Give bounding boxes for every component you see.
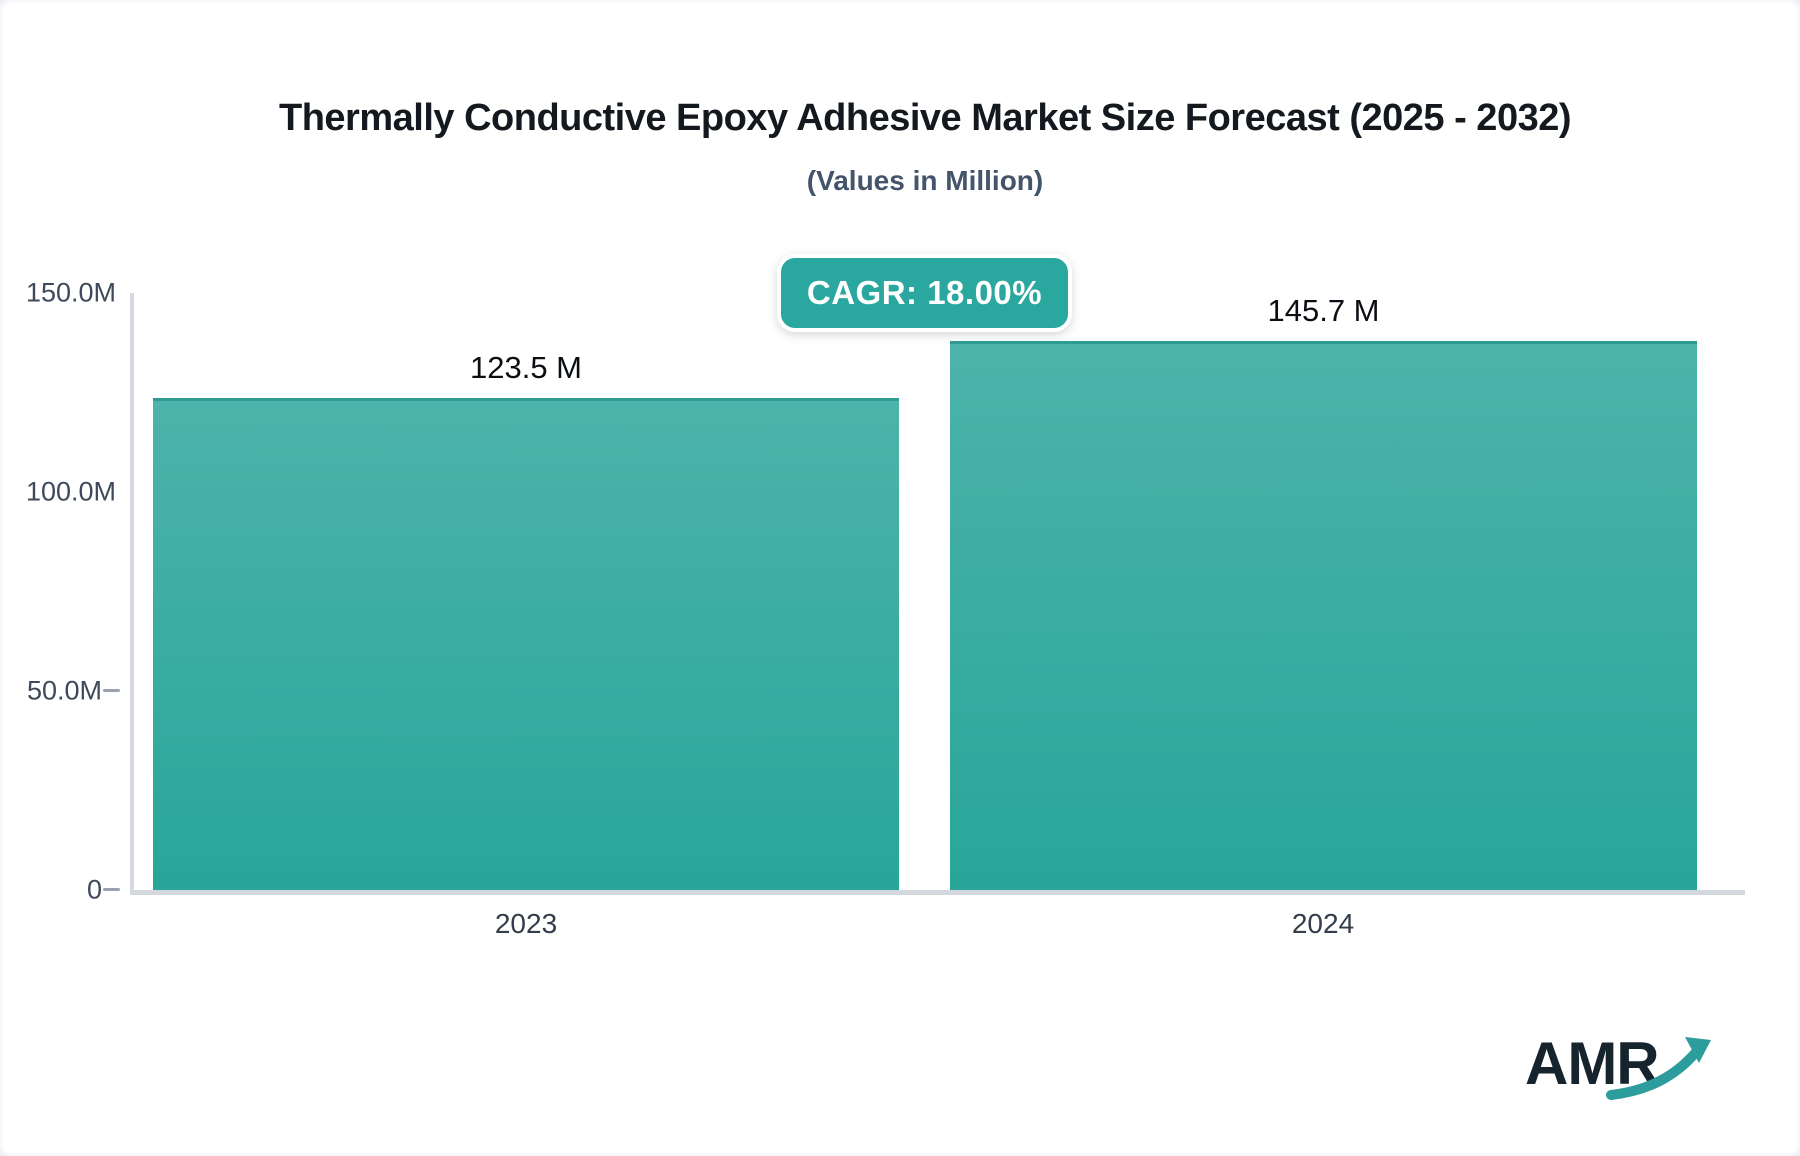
x-tick-label: 2023 <box>494 908 558 939</box>
bar-2023 <box>153 398 899 890</box>
y-tick-label: 150.0M <box>25 277 116 308</box>
cagr-badge-label: CAGR: 18.00% <box>806 274 1043 311</box>
bar-group-2024: 145.7 M <box>950 293 1697 890</box>
y-axis-labels: 150.0M 100.0M 50.0M 0 <box>3 3 116 1153</box>
chart-title: Thermally Conductive Epoxy Adhesive Mark… <box>279 97 1572 139</box>
bar-value-label: 123.5 M <box>469 350 582 386</box>
bar-group-2023: 123.5 M <box>153 293 899 890</box>
y-tick-label: 100.0M <box>25 476 116 507</box>
bar-value-label: 145.7 M <box>1267 293 1380 328</box>
chart-subtitle: (Values in Million) <box>806 165 1044 196</box>
bar-2024 <box>950 341 1697 890</box>
cagr-badge: CAGR: 18.00% <box>777 254 1072 332</box>
amr-logo: AMR <box>1525 1029 1715 1109</box>
y-tick-dash <box>103 888 120 891</box>
y-tick-label: 0 <box>86 874 102 905</box>
x-tick-label: 2024 <box>1291 908 1355 939</box>
x-axis-line <box>130 890 1745 895</box>
y-tick-label: 50.0M <box>26 675 102 706</box>
plot-area: 123.5 M 145.7 M 2023 2024 <box>130 293 1745 939</box>
y-tick-dash <box>103 689 120 692</box>
trend-up-arrow-icon <box>1606 1037 1711 1100</box>
y-axis-line <box>130 293 134 893</box>
